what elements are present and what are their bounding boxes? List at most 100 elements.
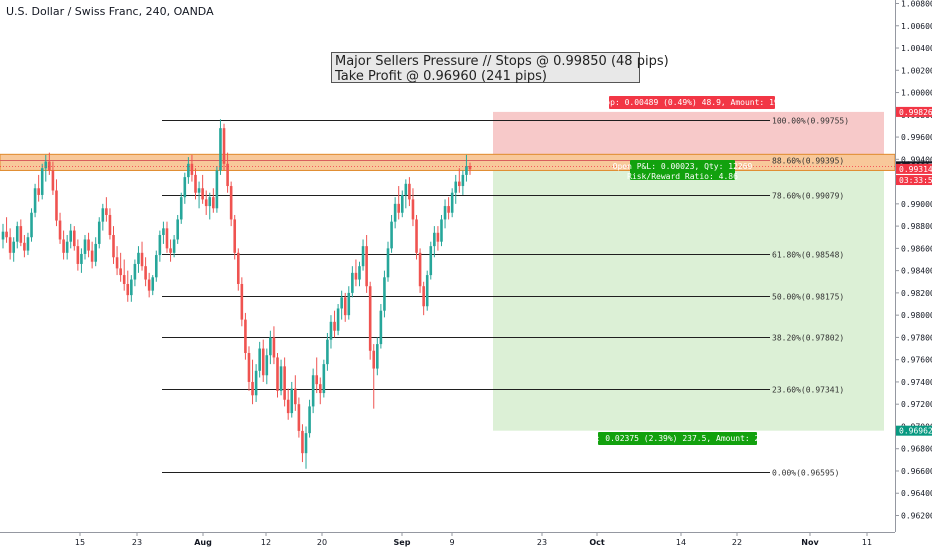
candle-body [208, 197, 212, 207]
candle-body [72, 230, 76, 247]
candle-body [115, 257, 119, 269]
candle-body [276, 357, 279, 391]
candle-body [343, 297, 347, 316]
price-tick-label: 0.96200 [901, 512, 932, 521]
time-tick-label: 23 [537, 538, 547, 547]
price-tag-label: 0.96962 [899, 427, 932, 436]
candle-body [372, 350, 376, 369]
fib-label: 88.60%(0.99395) [772, 157, 844, 166]
candle-body [94, 243, 97, 262]
candle-body [358, 266, 361, 280]
candle-body [308, 406, 311, 434]
candle-body [151, 277, 155, 291]
time-tick-label: Oct [589, 538, 605, 547]
candle-body [5, 231, 8, 238]
candle-body [51, 170, 55, 191]
candle-body [465, 166, 468, 175]
candle-body [322, 364, 326, 394]
candle-body [361, 246, 365, 267]
candle-body [425, 275, 429, 307]
candle-body [436, 232, 440, 242]
candle-body [400, 194, 404, 213]
candle-body [162, 228, 165, 236]
candle-body [40, 168, 44, 195]
candle-body [333, 321, 336, 331]
candle-body [247, 352, 251, 382]
candle-body [443, 206, 447, 220]
time-tick-label: 20 [317, 538, 327, 547]
candle-body [422, 286, 425, 307]
resistance-zone [0, 153, 896, 171]
price-tick-label: 0.99400 [901, 155, 932, 164]
candle-body [190, 163, 194, 175]
candle-body [140, 252, 144, 267]
candle-body [33, 188, 37, 213]
candle-body [429, 246, 433, 276]
candle-body [368, 286, 372, 351]
price-tick-label: 0.98000 [901, 311, 932, 320]
candle-body [119, 268, 122, 276]
price-tag-label: 0.99826 [899, 108, 932, 117]
candle-body [386, 248, 390, 278]
candle-body [154, 255, 158, 278]
candle-body [90, 250, 94, 262]
candle-body [101, 208, 105, 222]
price-tick-label: 0.97800 [901, 333, 932, 342]
candle-body [376, 344, 379, 369]
candle-body [447, 206, 450, 213]
candle-body [304, 433, 308, 454]
candle-body [97, 221, 101, 244]
candle-body [23, 242, 26, 251]
candle-body [12, 241, 15, 253]
candle-body [269, 337, 272, 356]
candle-body [258, 348, 261, 371]
candle-body [397, 203, 401, 213]
price-tick-label: 0.99000 [901, 200, 932, 209]
candle-body [415, 219, 418, 253]
price-tick-label: 0.97400 [901, 378, 932, 387]
candle-body [158, 235, 162, 256]
candle-body [204, 199, 208, 207]
candle-body [105, 208, 108, 215]
candle-body [272, 337, 276, 358]
fib-label: 0.00%(0.96595) [772, 469, 839, 478]
time-tick-label: 11 [862, 538, 872, 547]
open-pnl-label-box [630, 160, 735, 180]
fib-label: 23.60%(0.97341) [772, 386, 844, 395]
candle-body [297, 404, 301, 431]
candle-body [283, 366, 286, 400]
candle-body [65, 241, 69, 253]
candle-body [122, 275, 126, 284]
fib-label: 61.80%(0.98548) [772, 251, 844, 260]
annotation-callout[interactable]: Major Sellers Pressure // Stops @ 0.9985… [331, 52, 669, 84]
candle-body [194, 174, 197, 193]
candle-body [301, 430, 304, 454]
candle-body [15, 226, 19, 242]
price-tick-label: 0.96800 [901, 445, 932, 454]
candle-body [329, 321, 333, 340]
fib-label: 78.60%(0.99079) [772, 192, 844, 201]
candle-body [261, 348, 265, 376]
candle-body [108, 214, 112, 236]
candle-body [290, 388, 294, 414]
price-tick-label: 1.00600 [901, 22, 932, 31]
target-label-text: Target: 0.02375 (2.39%) 237.5, Amount: 2… [567, 434, 789, 443]
time-tick-label: 22 [732, 538, 742, 547]
candle-body [169, 248, 172, 253]
time-tick-label: Sep [394, 538, 411, 547]
price-tick-label: 1.00200 [901, 66, 932, 75]
price-tick-label: 0.97600 [901, 356, 932, 365]
candle-body [219, 128, 222, 171]
candle-body [251, 381, 254, 396]
candle-body [144, 266, 147, 280]
price-tick-label: 0.98400 [901, 267, 932, 276]
candle-body [58, 220, 62, 240]
candle-body [226, 163, 229, 187]
candle-body [450, 192, 454, 213]
price-tag-label: 0.99314 [899, 165, 932, 174]
candle-body [222, 128, 226, 164]
candle-body [458, 181, 461, 187]
candle-body [69, 230, 73, 242]
candle-body [340, 297, 343, 309]
